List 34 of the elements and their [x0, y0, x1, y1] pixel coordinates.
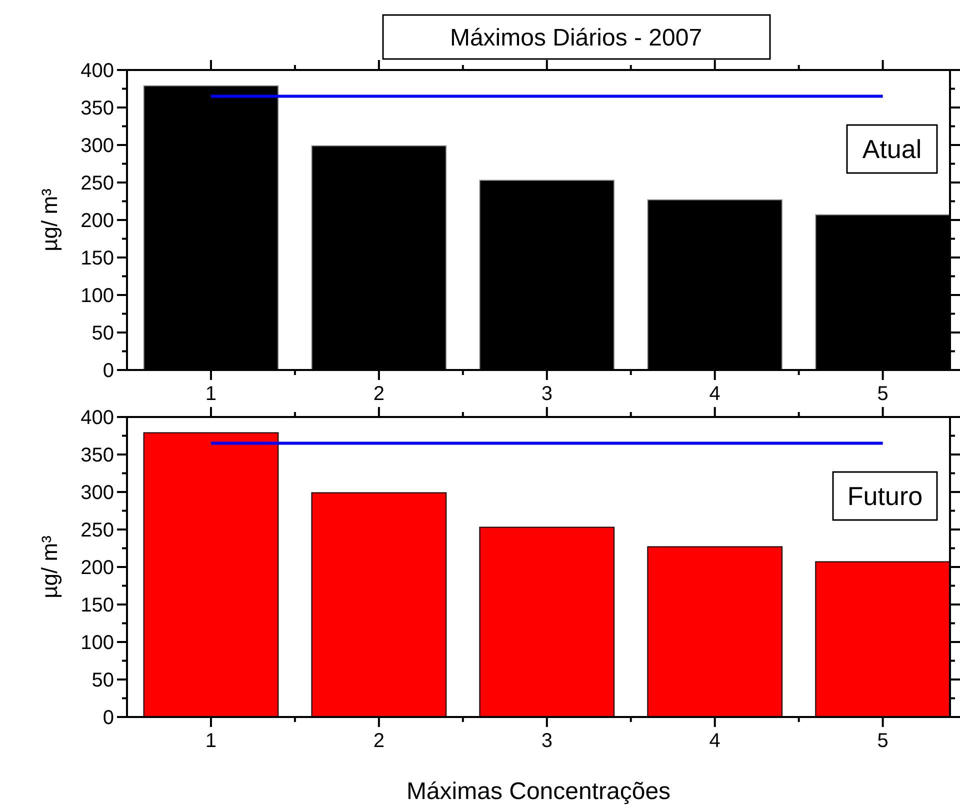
- y-tick-label: 200: [80, 210, 114, 232]
- y-tick-label: 150: [80, 248, 114, 270]
- x-tick-label: 2: [373, 383, 384, 405]
- y-tick-label: 50: [92, 670, 114, 692]
- x-tick-label: 3: [541, 383, 552, 405]
- y-tick-label: 250: [80, 172, 114, 194]
- annotation: Atual: [862, 134, 922, 164]
- y-axis-title: µg/ m³: [37, 188, 62, 252]
- y-tick-label: 0: [102, 360, 114, 382]
- y-tick-label: 0: [102, 707, 114, 729]
- x-tick-label: 1: [205, 383, 217, 405]
- y-tick-label: 350: [80, 444, 114, 466]
- y-tick-label: 200: [80, 557, 114, 579]
- x-tick-label: 2: [373, 730, 384, 752]
- y-tick-label: 300: [80, 482, 114, 504]
- y-tick-label: 150: [80, 594, 114, 616]
- x-tick-label: 1: [205, 730, 217, 752]
- x-tick-label: 3: [541, 730, 552, 752]
- y-tick-label: 250: [80, 520, 114, 542]
- x-tick-label: 5: [877, 730, 888, 752]
- y-tick-label: 400: [80, 407, 114, 429]
- annotation: Futuro: [847, 481, 923, 512]
- y-tick-label: 100: [80, 632, 114, 654]
- x-tick-label: 4: [709, 383, 720, 405]
- y-tick-label: 300: [80, 135, 114, 157]
- x-tick-label: 5: [877, 383, 888, 405]
- y-axis-title: µg/ m³: [37, 536, 62, 598]
- y-tick-label: 50: [92, 322, 114, 344]
- x-axis-title: Máximas Concentrações: [406, 778, 671, 805]
- y-tick-label: 100: [80, 285, 114, 307]
- x-tick-label: 4: [709, 730, 720, 752]
- chart-title: Máximos Diários - 2007: [450, 24, 702, 52]
- y-tick-label: 350: [80, 98, 114, 120]
- y-tick-label: 400: [80, 60, 114, 82]
